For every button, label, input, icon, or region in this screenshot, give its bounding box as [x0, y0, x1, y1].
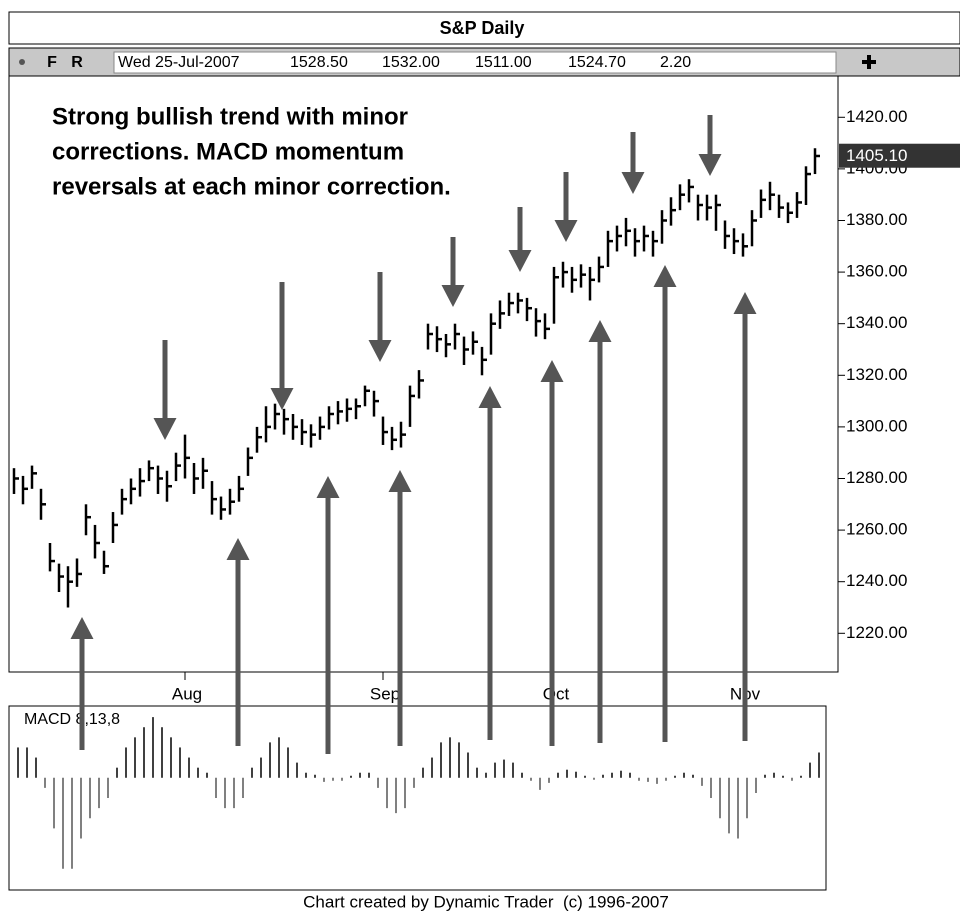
y-tick-label: 1260.00: [846, 520, 907, 539]
button[interactable]: F: [47, 54, 57, 71]
last-price-label: 1405.10: [846, 146, 907, 165]
y-tick-label: 1380.00: [846, 210, 907, 229]
y-tick-label: 1300.00: [846, 416, 907, 435]
arrow: [588, 320, 612, 743]
arrow: [540, 360, 564, 746]
y-tick-label: 1320.00: [846, 365, 907, 384]
price-panel: [8, 75, 839, 673]
y-tick-label: 1220.00: [846, 623, 907, 642]
arrow: [388, 470, 412, 746]
plus-icon[interactable]: [862, 55, 876, 69]
annotation: corrections. MACD momentum: [52, 138, 404, 165]
y-tick-label: 1240.00: [846, 571, 907, 590]
quote-value: Wed 25-Jul-2007: [118, 54, 240, 71]
arrow: [153, 340, 177, 440]
y-tick-label: 1280.00: [846, 468, 907, 487]
quote-box: [113, 51, 837, 74]
add-button[interactable]: [838, 52, 956, 73]
arrow: [316, 476, 340, 754]
footer: Chart created by Dynamic Trader (c) 1996…: [303, 892, 669, 911]
x-tick-label: Oct: [543, 684, 570, 703]
arrow: [226, 538, 250, 746]
macd-panel: [8, 705, 827, 891]
arrow: [368, 272, 392, 362]
arrow: [653, 265, 677, 742]
button[interactable]: R: [71, 54, 83, 71]
arrow: [270, 282, 294, 410]
quote-value: 2.20: [660, 54, 691, 71]
status-dot: [19, 59, 25, 65]
macd-label: MACD 8,13,8: [24, 711, 120, 728]
x-tick-label: Aug: [172, 684, 202, 703]
chart-title: S&P Daily: [440, 18, 525, 38]
arrow: [621, 132, 645, 194]
arrow: [478, 386, 502, 740]
quote-value: 1532.00: [382, 54, 440, 71]
title-bar: [8, 11, 960, 45]
arrow: [554, 172, 578, 242]
annotation: reversals at each minor correction.: [52, 173, 451, 200]
arrow: [508, 207, 532, 272]
annotation: Strong bullish trend with minor: [52, 103, 408, 130]
y-tick-label: 1420.00: [846, 107, 907, 126]
y-tick-label: 1340.00: [846, 313, 907, 332]
quote-value: 1524.70: [568, 54, 626, 71]
arrow: [698, 115, 722, 176]
quote-value: 1511.00: [475, 54, 532, 71]
last-price-tag: [839, 143, 960, 168]
quote-value: 1528.50: [290, 54, 348, 71]
arrow: [733, 292, 757, 741]
arrow: [441, 237, 465, 307]
arrow: [70, 617, 94, 750]
y-tick-label: 1360.00: [846, 262, 907, 281]
x-tick-label: Sep: [370, 684, 400, 703]
